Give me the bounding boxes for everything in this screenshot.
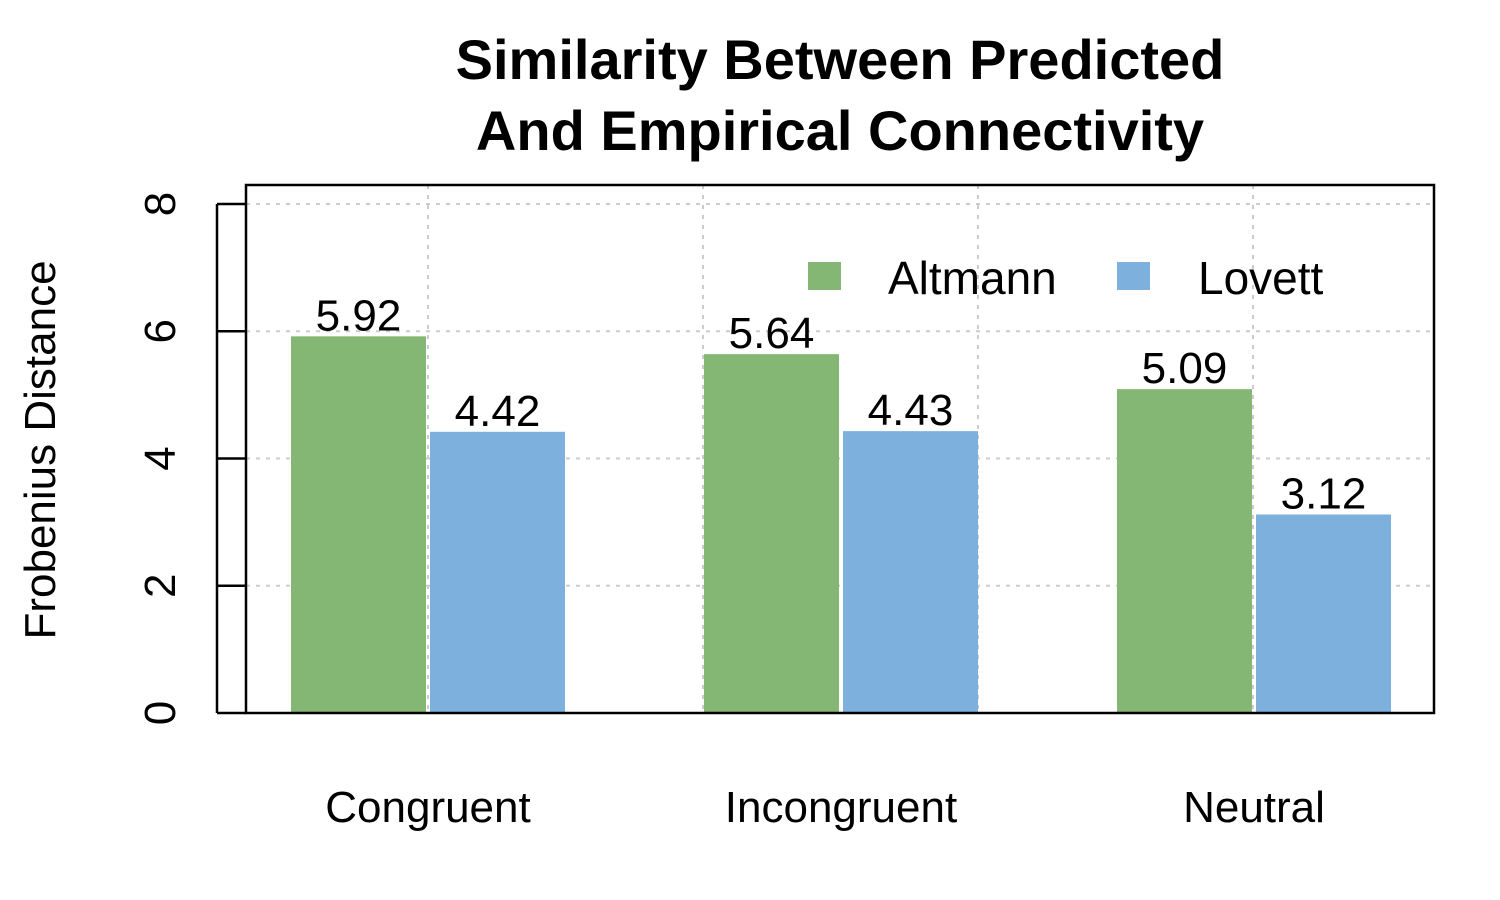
x-tick-label: Incongruent: [725, 783, 957, 832]
chart-title: Similarity Between Predicted And Empiric…: [456, 28, 1225, 162]
bar-lovett-congruent: [430, 431, 565, 713]
y-tick-label: 6: [136, 319, 185, 343]
legend: Altmann Lovett: [808, 252, 1324, 304]
bars: [291, 336, 1391, 713]
value-label: 5.92: [316, 291, 402, 340]
x-tick-label: Neutral: [1183, 783, 1325, 832]
y-tick-label: 0: [136, 701, 185, 725]
plot-frame: [244, 183, 1436, 715]
y-axis: 0 2 4 6 8: [136, 192, 246, 725]
value-label: 5.64: [729, 309, 815, 358]
legend-label-lovett: Lovett: [1198, 252, 1324, 304]
chart-title-line-1: Similarity Between Predicted: [456, 28, 1225, 91]
y-tick-label: 8: [136, 192, 185, 216]
y-tick-label: 2: [136, 574, 185, 598]
y-axis-label: Frobenius Distance: [16, 260, 65, 639]
x-axis-categories: Congruent Incongruent Neutral: [325, 783, 1325, 832]
x-tick-label: Congruent: [325, 783, 530, 832]
bar-altmann-congruent: [291, 336, 426, 713]
value-label: 5.09: [1142, 344, 1228, 393]
value-label: 4.43: [868, 386, 954, 435]
bar-altmann-neutral: [1117, 389, 1252, 713]
legend-swatch-altmann: [808, 262, 841, 290]
bar-altmann-incongruent: [704, 354, 839, 713]
bar-lovett-incongruent: [843, 431, 978, 713]
value-labels: 5.92 4.42 5.64 4.43 5.09 3.12: [316, 291, 1367, 518]
value-label: 3.12: [1281, 469, 1367, 518]
chart-title-line-2: And Empirical Connectivity: [476, 99, 1204, 162]
value-label: 4.42: [455, 387, 541, 436]
legend-label-altmann: Altmann: [888, 252, 1057, 304]
legend-swatch-lovett: [1117, 262, 1150, 290]
y-tick-label: 4: [136, 446, 185, 470]
bar-lovett-neutral: [1256, 514, 1391, 713]
